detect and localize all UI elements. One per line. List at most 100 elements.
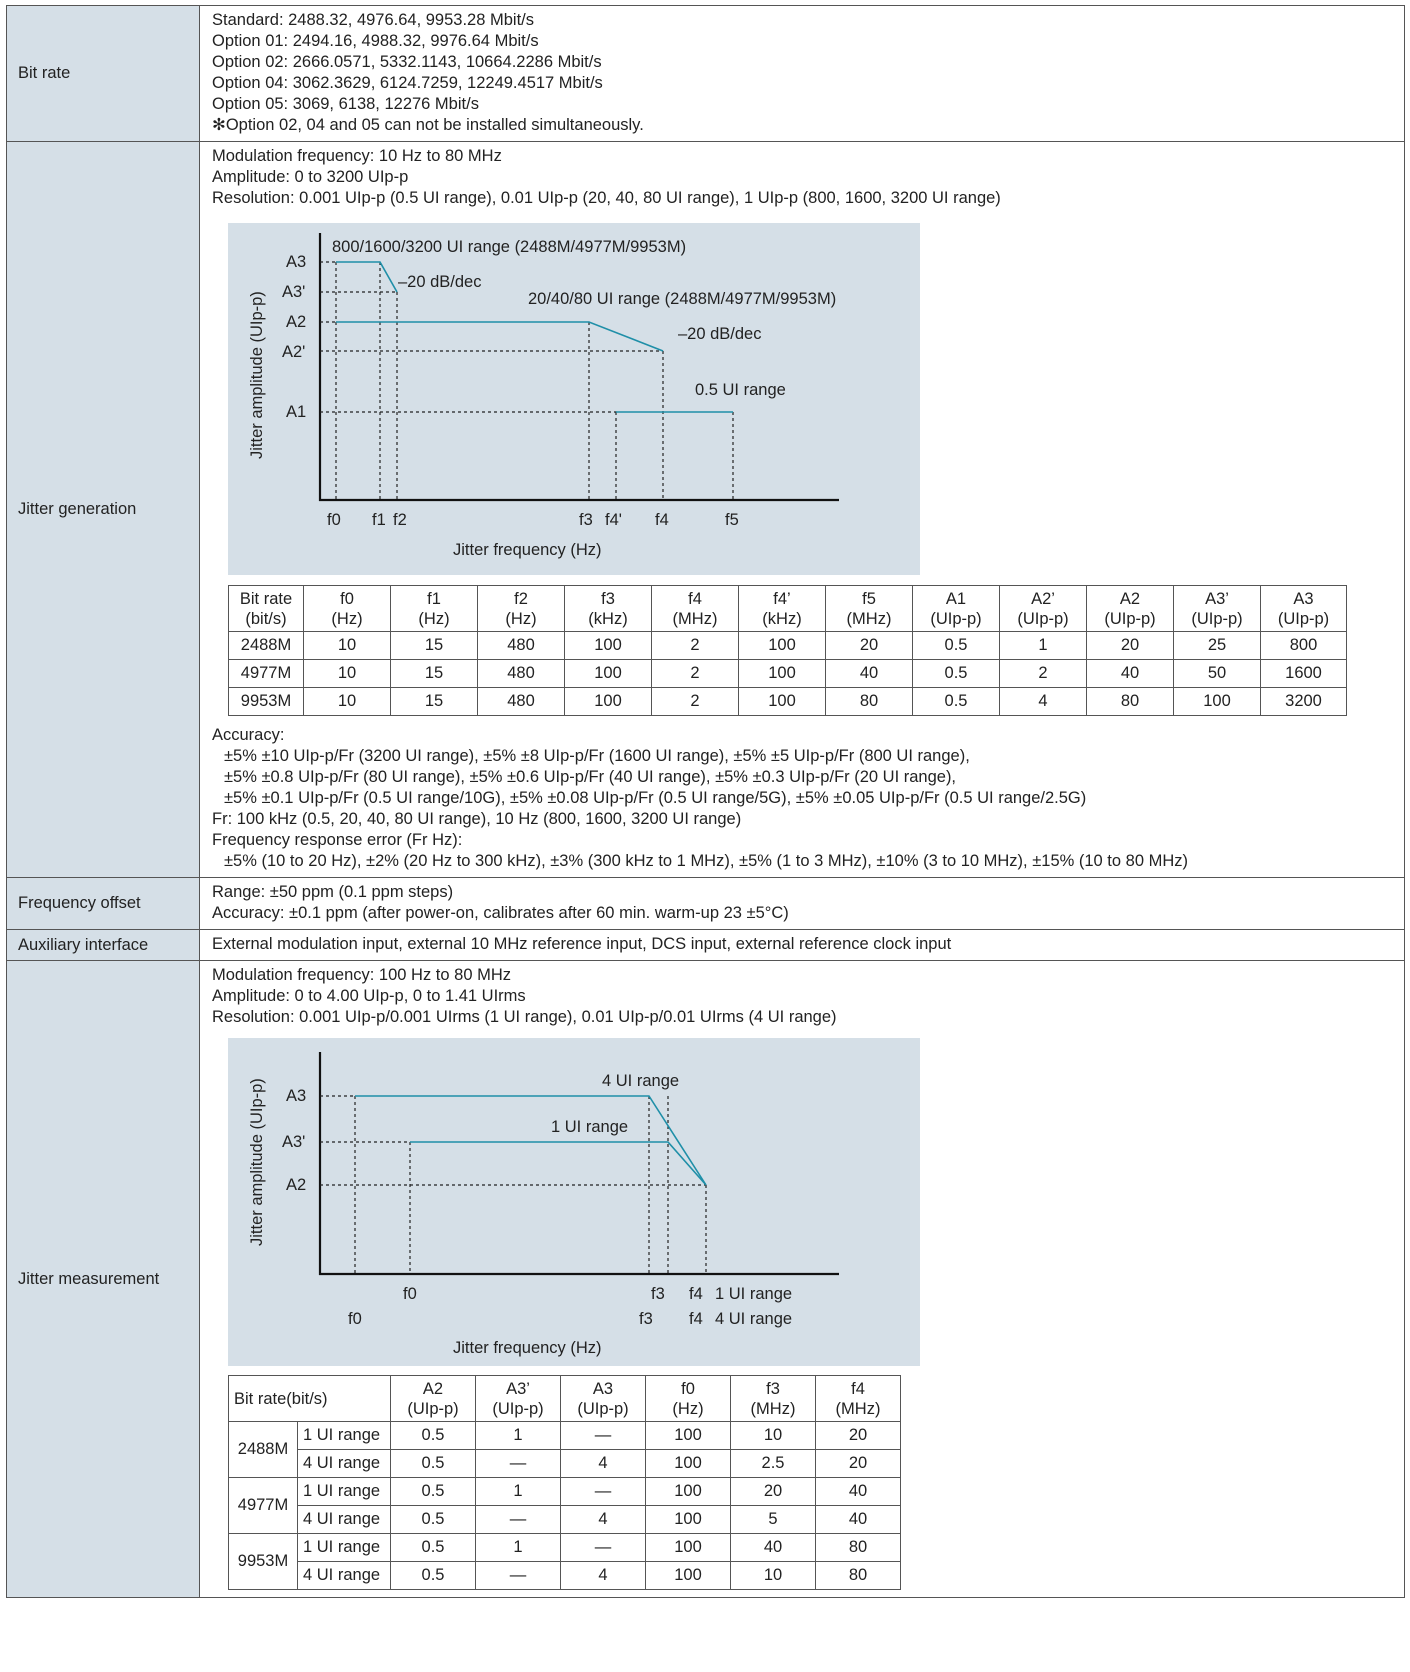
- table-cell: 80: [815, 1561, 901, 1590]
- header-name: f4’: [773, 589, 791, 608]
- table-cell: 2488M: [228, 631, 304, 660]
- table-cell: 0.5: [390, 1449, 476, 1478]
- y-axis-label: Jitter amplitude (UIp-p): [248, 1078, 266, 1246]
- jitter-generation-svg: A3 A3' A2 A2' A1 f0 f1 f2 f3 f4' f4 f5 J…: [248, 233, 839, 559]
- table-cell: 4: [560, 1449, 646, 1478]
- y-tick-a2-prime: A2': [282, 343, 305, 361]
- table-cell: 480: [477, 687, 565, 716]
- table-cell: 5: [730, 1505, 816, 1534]
- x-tick-label-1ui: 1 UI range: [715, 1285, 792, 1303]
- text-line: External modulation input, external 10 M…: [212, 935, 952, 953]
- table-row: 9953M 10 15 480 100 2 100 80 0.5 4 80 100 3200: [228, 687, 1347, 716]
- annotation-1-ui-range: 1 UI range: [551, 1118, 628, 1136]
- row-content: Standard: 2488.32, 4976.64, 9953.28 Mbit…: [199, 5, 1405, 142]
- spec-row-frequency-offset: Frequency offset Range: ±50 ppm (0.1 ppm…: [6, 877, 1405, 930]
- table-cell: 40: [825, 659, 913, 688]
- table-cell: 4: [560, 1561, 646, 1590]
- x-tick-f3: f3: [579, 511, 593, 529]
- header-unit: (Hz): [505, 609, 537, 628]
- jitter-measurement-table: Bit rate(bit/s) A2 (UIp-p) A3’ (UIp-p) A3 (UIp…: [228, 1375, 901, 1590]
- table-cell: 20: [825, 631, 913, 660]
- header-name: A3’: [506, 1379, 530, 1398]
- header-unit: (UIp-p): [930, 609, 982, 628]
- annotation-800-3200-ui-range: 800/1600/3200 UI range (2488M/4977M/9953…: [332, 238, 686, 256]
- text-line: Standard: 2488.32, 4976.64, 9953.28 Mbit…: [212, 11, 534, 29]
- header-unit: (Hz): [331, 609, 363, 628]
- x-axis-label: Jitter frequency (Hz): [453, 541, 602, 559]
- table-row: 4 UI range 0.5—4 100 10 80: [229, 1561, 901, 1590]
- annotation-0-5-ui-range: 0.5 UI range: [695, 381, 786, 399]
- x-axis-label: Jitter frequency (Hz): [453, 1339, 602, 1357]
- curve-20-80-ui: [336, 321, 664, 352]
- text-line: ±5% ±0.1 UIp-p/Fr (0.5 UI range/10G), ±5…: [224, 789, 1087, 807]
- range-cell: 4 UI range: [297, 1449, 391, 1478]
- header-unit: (Hz): [418, 609, 450, 628]
- range-cell: 1 UI range: [297, 1533, 391, 1562]
- jitter-generation-diagram: A3 A3' A2 A2' A1 f0 f1 f2 f3 f4' f4 f5 J…: [228, 223, 920, 575]
- y-tick-a3-prime: A3': [282, 1133, 305, 1151]
- header-unit: (MHz): [750, 1399, 796, 1418]
- table-cell: 4977M: [228, 659, 304, 688]
- table-cell: 0.5: [912, 659, 1000, 688]
- spec-row-jitter-measurement: Jitter measurement Modulation frequency:…: [6, 960, 1405, 1598]
- header-unit: (UIp-p): [1017, 609, 1069, 628]
- range-cell: 1 UI range: [297, 1477, 391, 1506]
- table-cell: 100: [564, 659, 652, 688]
- header-unit: (MHz): [672, 609, 718, 628]
- table-header-cell: A2’ (UIp-p): [999, 585, 1087, 632]
- table-cell: —: [475, 1561, 561, 1590]
- row-label: Bit rate: [6, 5, 200, 142]
- table-cell: 2: [999, 659, 1087, 688]
- table-cell: 2: [651, 631, 739, 660]
- text-line: ±5% ±10 UIp-p/Fr (3200 UI range), ±5% ±8…: [224, 747, 970, 765]
- x-tick-f4: f4: [655, 511, 669, 529]
- table-cell: 40: [815, 1505, 901, 1534]
- table-cell: 4: [560, 1505, 646, 1534]
- header-name: A2’: [1031, 589, 1055, 608]
- table-header-cell: A3’ (UIp-p): [475, 1375, 561, 1422]
- guide-lines: [320, 1095, 707, 1274]
- table-cell: 10: [730, 1421, 816, 1450]
- table-header-cell: f1 (Hz): [390, 585, 478, 632]
- text-line: Modulation frequency: 100 Hz to 80 MHz: [212, 966, 511, 984]
- table-cell: 0.5: [912, 631, 1000, 660]
- annotation-slope-2: –20 dB/dec: [678, 325, 761, 343]
- text-line: Range: ±50 ppm (0.1 ppm steps): [212, 883, 454, 901]
- x-tick-f4-4ui: f4: [689, 1310, 703, 1328]
- header-name: f1: [427, 589, 441, 608]
- header-unit: (MHz): [846, 609, 892, 628]
- accuracy-title: Accuracy:: [212, 726, 285, 744]
- table-cell: 20: [1086, 631, 1174, 660]
- header-name: A3’: [1205, 589, 1229, 608]
- y-tick-a3: A3: [286, 253, 306, 271]
- table-cell: 1: [999, 631, 1087, 660]
- header-name: f3: [766, 1379, 780, 1398]
- x-tick-f4-1ui: f4: [689, 1285, 703, 1303]
- table-row: 2488M 10 15 480 100 2 100 20 0.5 1 20 25 800: [228, 631, 1347, 660]
- x-tick-f2: f2: [393, 511, 407, 529]
- table-cell: 0.5: [390, 1477, 476, 1506]
- annotation-slope-1: –20 dB/dec: [398, 273, 481, 291]
- spec-row-jitter-generation: Jitter generation Modulation frequency: …: [6, 141, 1405, 878]
- table-cell: 0.5: [390, 1533, 476, 1562]
- table-cell: 20: [815, 1449, 901, 1478]
- row-label: Jitter measurement: [6, 960, 200, 1598]
- table-header-cell: A1 (UIp-p): [912, 585, 1000, 632]
- table-cell: 40: [730, 1533, 816, 1562]
- table-cell: 100: [738, 631, 826, 660]
- text-line: Accuracy: ±0.1 ppm (after power-on, cali…: [212, 904, 789, 922]
- table-cell: 25: [1173, 631, 1261, 660]
- table-cell: —: [475, 1449, 561, 1478]
- table-header-cell: f4 (MHz): [815, 1375, 901, 1422]
- text-line: Option 02: 2666.0571, 5332.1143, 10664.2…: [212, 53, 602, 71]
- table-header-cell: A3 (UIp-p): [560, 1375, 646, 1422]
- header-name: f5: [862, 589, 876, 608]
- table-row: 4 UI range 0.5—4 100 2.5 20: [229, 1449, 901, 1478]
- table-cell: 100: [645, 1421, 731, 1450]
- y-axis-label: Jitter amplitude (UIp-p): [248, 291, 266, 459]
- range-cell: 1 UI range: [297, 1421, 391, 1450]
- guide-lines: [320, 261, 734, 500]
- y-tick-a3-prime: A3': [282, 283, 305, 301]
- table-cell: 100: [738, 687, 826, 716]
- jitter-tolerance-curves: [336, 261, 733, 413]
